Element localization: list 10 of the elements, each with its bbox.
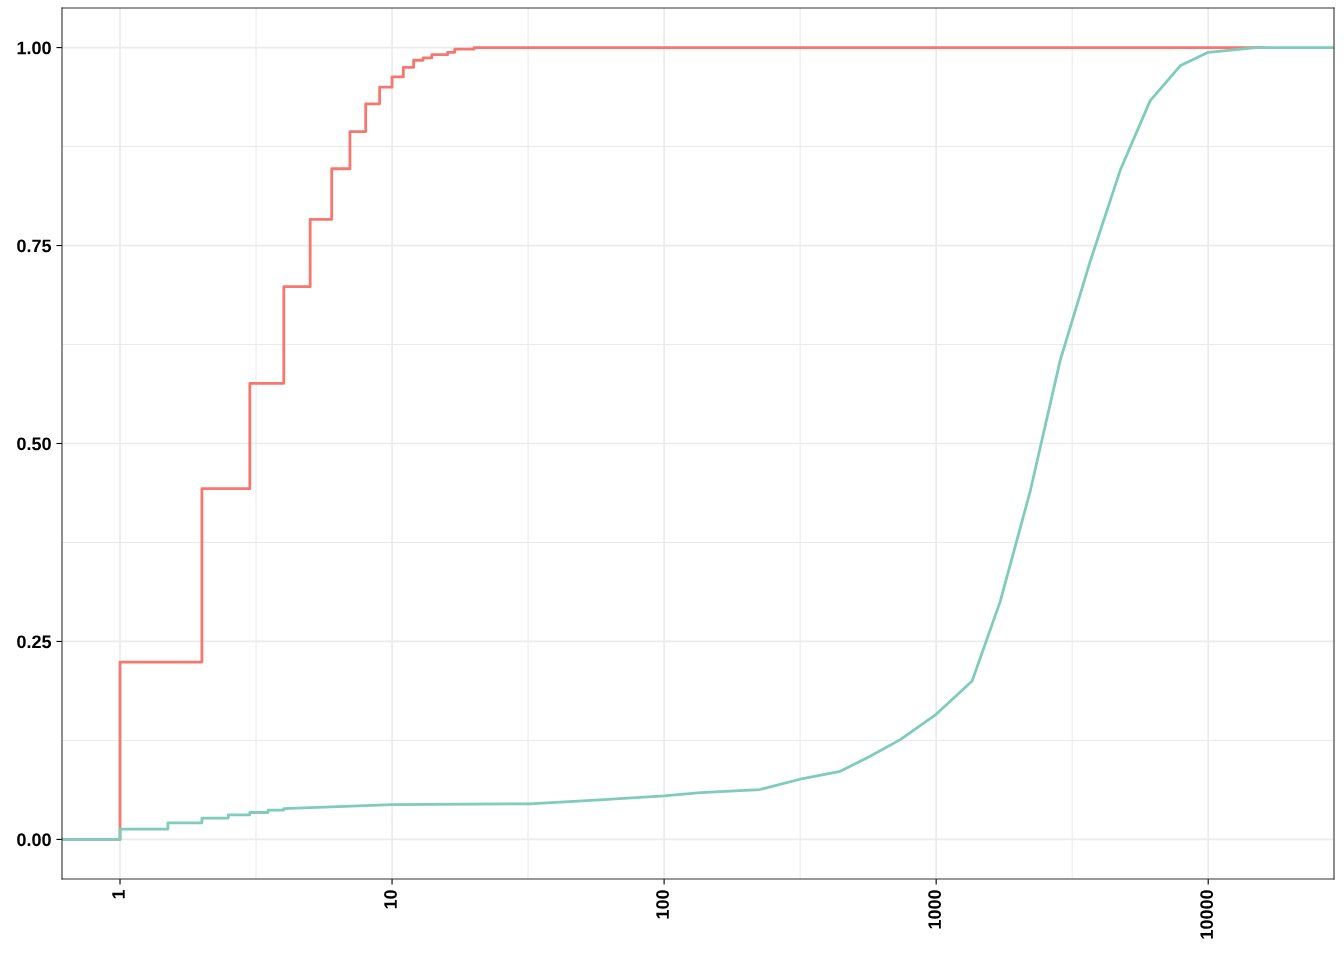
y-tick-label: 0.50 bbox=[17, 437, 51, 451]
x-tick-label: 1 bbox=[112, 889, 125, 899]
y-tick-label: 0.00 bbox=[17, 833, 51, 847]
y-tick-label: 0.75 bbox=[17, 239, 52, 253]
y-tick-label: 0.25 bbox=[17, 635, 52, 649]
x-tick-label: 100 bbox=[656, 890, 669, 919]
x-tick-label: 10000 bbox=[1200, 890, 1214, 939]
x-tick-label: 10 bbox=[384, 890, 397, 909]
x-tick-label: 1000 bbox=[928, 890, 941, 929]
y-tick-label: 1.00 bbox=[17, 41, 51, 55]
